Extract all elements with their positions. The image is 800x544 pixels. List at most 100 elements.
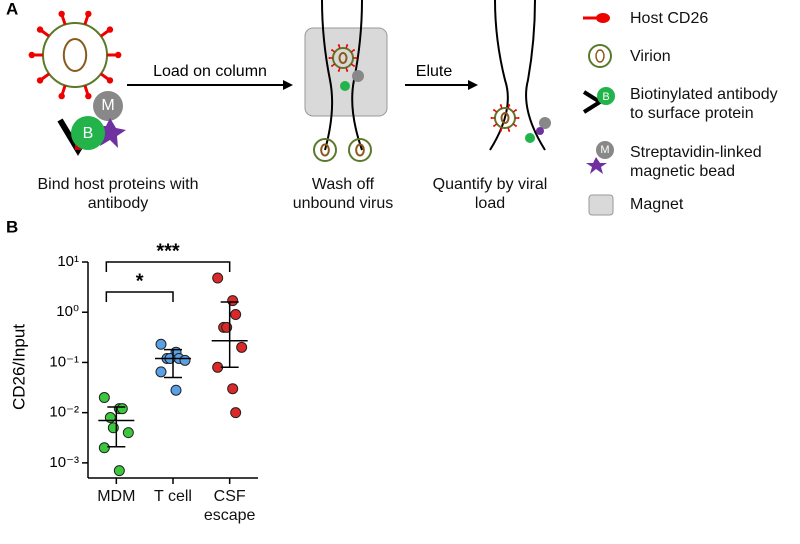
legend-icon (588, 194, 614, 216)
y-tick-label: 10⁻³ (49, 454, 79, 471)
biotin (525, 133, 535, 143)
cd26-head (337, 44, 340, 47)
legend-icon (588, 44, 612, 68)
cd26-head (58, 10, 65, 18)
cd26-head (514, 124, 517, 127)
arrow-label: Elute (416, 63, 453, 80)
legend-icon (596, 141, 614, 159)
y-axis-label: CD26/Input (9, 324, 28, 410)
cd26-head (352, 49, 355, 52)
legend-text: Magnet (630, 196, 684, 213)
cd26-head (337, 69, 340, 72)
cd26-head (352, 64, 355, 67)
y-tick-label: 10⁰ (56, 303, 79, 320)
data-point (230, 309, 242, 321)
significance-bracket (105, 261, 231, 272)
virion (313, 138, 337, 162)
arrow-label: Load on column (153, 63, 267, 80)
legend-icon (586, 157, 607, 174)
cd26-head (331, 64, 334, 67)
x-tick-label: MDM (97, 488, 136, 505)
virion (42, 22, 108, 88)
bead-letter: M (101, 97, 114, 114)
panel-label: A (6, 0, 18, 18)
step-caption: Quantify by viral load (432, 176, 548, 212)
virion-core (62, 38, 88, 72)
virion-core (500, 112, 510, 124)
biotin-letter: B (83, 125, 94, 142)
data-point (230, 407, 242, 419)
legend-text: Biotinylated antibody to surface protein (630, 86, 778, 122)
y-tick-label: 10⁻² (49, 404, 79, 421)
bead-letter: M (600, 144, 609, 156)
cd26-head (493, 109, 496, 112)
cd26-head (346, 69, 349, 72)
cd26-head (499, 129, 502, 132)
magnet (304, 27, 388, 117)
significance-bracket (105, 291, 174, 302)
cd26-head (331, 49, 334, 52)
cd26-head (36, 77, 44, 84)
panel-label: B (6, 217, 18, 236)
data-point (170, 384, 182, 396)
virion-core (355, 143, 365, 157)
data-point (155, 338, 167, 350)
y-tick-label: 10¹ (57, 253, 79, 270)
cd26-head (28, 51, 35, 59)
data-point (179, 354, 191, 366)
arrowhead (283, 80, 293, 90)
data-point (98, 392, 110, 404)
cd26-head (106, 77, 114, 84)
cd26-head (85, 92, 92, 100)
cd26-head (36, 26, 44, 33)
cd26-head (508, 129, 511, 132)
column (489, 0, 546, 151)
legend-text: Host CD26 (630, 10, 709, 27)
legend-icon (596, 13, 610, 23)
data-point (155, 366, 167, 378)
cd26-head (499, 104, 502, 107)
legend-icon (597, 87, 615, 105)
streptavidin (96, 118, 126, 148)
virion-core (338, 52, 348, 64)
data-point (116, 403, 128, 415)
cd26-head (115, 51, 122, 59)
cd26-head (328, 57, 331, 59)
biotin (71, 116, 105, 150)
cd26-head (106, 26, 114, 33)
data-point (113, 465, 125, 477)
bead (352, 70, 364, 82)
legend-text: Streptavidin-linked magnetic bead (630, 144, 762, 180)
legend-icon (595, 49, 605, 63)
significance-label: *** (156, 240, 180, 262)
biotin-letter: B (602, 91, 609, 103)
cd26-head (355, 57, 358, 59)
virion-core (320, 143, 330, 157)
cd26-head (517, 117, 520, 119)
step-caption: Bind host proteins with antibody (37, 176, 199, 212)
data-point (227, 383, 239, 395)
bead (93, 91, 123, 121)
cd26-head (346, 44, 349, 47)
step-caption: Wash off unbound virus (292, 176, 394, 212)
cd26-head (490, 117, 493, 119)
data-point (122, 427, 134, 439)
arrowhead (468, 80, 478, 90)
cd26-head (508, 104, 511, 107)
legend-text: Virion (630, 48, 671, 65)
cd26-head (85, 10, 92, 18)
bead (539, 117, 551, 129)
y-tick-label: 10⁻¹ (49, 353, 79, 370)
streptavidin (536, 127, 544, 135)
virion (348, 138, 372, 162)
x-tick-label: CSF escape (203, 488, 256, 524)
cd26-head (493, 124, 496, 127)
cd26-head (58, 92, 65, 100)
biotin (340, 81, 350, 91)
significance-label: * (136, 270, 144, 292)
data-point (236, 341, 248, 353)
data-point (212, 272, 224, 284)
x-tick-label: T cell (154, 488, 192, 505)
